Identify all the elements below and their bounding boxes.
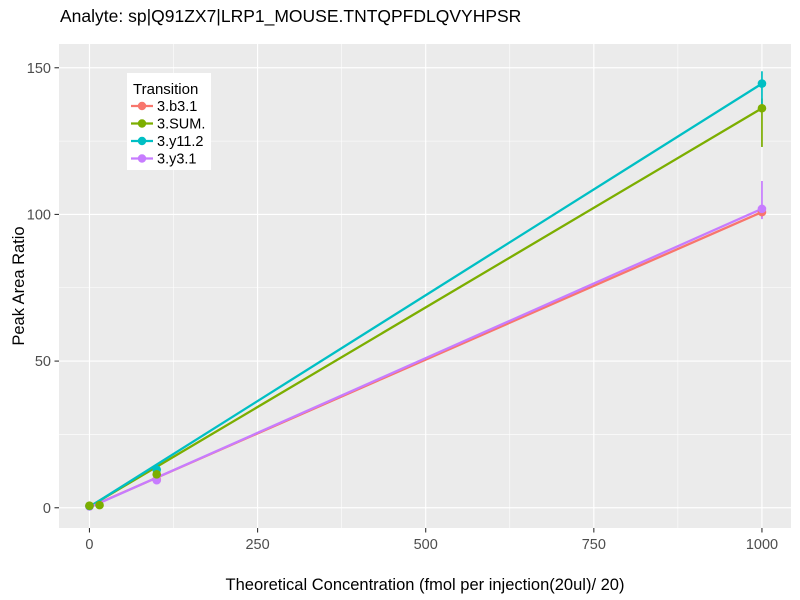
data-point-3.SUM. xyxy=(152,470,162,479)
legend-title: Transition xyxy=(133,81,198,98)
series-lines xyxy=(88,82,764,509)
x-tick-label: 250 xyxy=(245,537,269,553)
y-axis-title: Peak Area Ratio xyxy=(10,226,28,345)
legend-item: 3.y3.1 xyxy=(131,152,197,168)
legend-item-label: 3.SUM. xyxy=(157,117,205,133)
legend-item: 3.SUM. xyxy=(131,117,205,133)
series-line-3.SUM. xyxy=(88,107,764,508)
axis-tick-labels: 0 250 500 750 1000 0 50 100 150 xyxy=(27,61,778,553)
legend-item: 3.y11.2 xyxy=(131,134,204,150)
x-axis-title: Theoretical Concentration (fmol per inje… xyxy=(226,576,625,594)
y-tick-label: 100 xyxy=(27,207,51,223)
legend-key-dot xyxy=(137,154,147,163)
legend-item-label: 3.y3.1 xyxy=(157,152,197,168)
x-tick-label: 1000 xyxy=(746,537,778,553)
axis-ticks xyxy=(54,67,763,533)
legend: Transition 3.b3.1 3.SUM. 3.y11.2 3.y3.1 xyxy=(127,73,211,170)
plot-title: Analyte: sp|Q91ZX7|LRP1_MOUSE.TNTQPFDLQV… xyxy=(60,6,521,27)
series-line-3.y11.2 xyxy=(88,82,764,509)
data-point-3.SUM. xyxy=(757,103,767,113)
y-tick-label: 50 xyxy=(35,354,51,370)
x-tick-label: 750 xyxy=(582,537,606,553)
x-tick-label: 0 xyxy=(85,537,93,553)
series-line-3.y3.1 xyxy=(88,207,764,509)
legend-item-label: 3.y11.2 xyxy=(157,134,204,150)
x-tick-label: 500 xyxy=(414,537,438,553)
legend-key-dot xyxy=(137,136,147,146)
y-tick-label: 150 xyxy=(27,61,51,77)
data-point-3.y11.2 xyxy=(757,79,767,88)
legend-key-dot xyxy=(137,101,147,111)
legend-item: 3.b3.1 xyxy=(131,99,197,115)
data-point-3.y3.1 xyxy=(757,204,767,214)
legend-item-label: 3.b3.1 xyxy=(157,99,197,115)
legend-key-dot xyxy=(137,119,147,128)
data-point-3.SUM. xyxy=(95,500,104,510)
y-tick-label: 0 xyxy=(43,501,51,517)
data-point-3.SUM. xyxy=(85,501,94,511)
data-points xyxy=(85,79,767,511)
